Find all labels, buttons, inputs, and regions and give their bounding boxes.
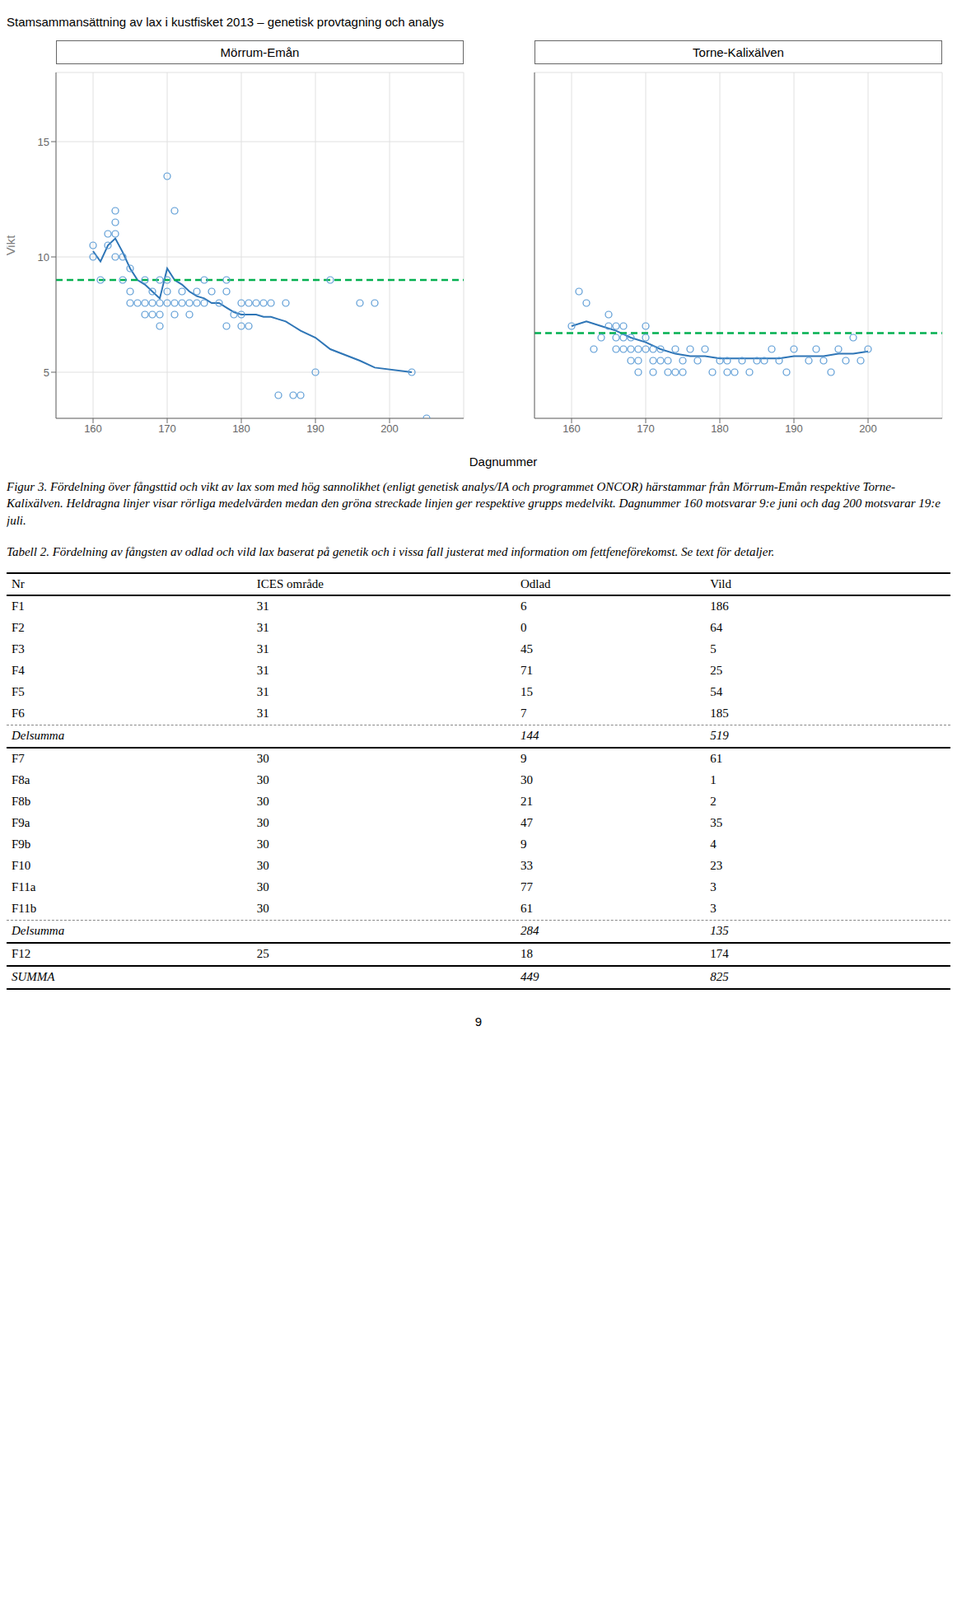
html-text:174: 174 xyxy=(710,946,729,961)
html-text:F2: F2 xyxy=(11,620,25,634)
html-text:6: 6 xyxy=(520,599,527,613)
html-text:F7: F7 xyxy=(11,751,25,765)
html-text:30: 30 xyxy=(256,816,270,830)
html-text:F1: F1 xyxy=(11,599,25,613)
svg-text:10: 10 xyxy=(37,251,50,264)
html-text:3: 3 xyxy=(710,901,717,915)
html-text:31: 31 xyxy=(256,642,270,656)
html-text:Dagnummer: Dagnummer xyxy=(469,454,538,469)
html-text:9: 9 xyxy=(520,837,527,851)
html-text:2: 2 xyxy=(710,794,717,808)
html-text:77: 77 xyxy=(520,880,533,894)
html-text:F9b: F9b xyxy=(11,837,31,851)
html-text:9: 9 xyxy=(520,751,527,765)
html-text:31: 31 xyxy=(256,663,270,677)
svg-text:170: 170 xyxy=(158,422,177,435)
svg-text:200: 200 xyxy=(858,422,878,435)
html-text:15: 15 xyxy=(520,685,533,699)
html-text:30: 30 xyxy=(520,773,533,787)
html-text:F11a: F11a xyxy=(11,880,36,894)
svg-text:190: 190 xyxy=(306,422,325,435)
html-text:71: 71 xyxy=(520,663,533,677)
html-text:Vild: Vild xyxy=(710,577,732,591)
svg-text:180: 180 xyxy=(710,422,729,435)
html-text:30: 30 xyxy=(256,901,270,915)
html-text:135: 135 xyxy=(710,923,729,938)
html-text:825: 825 xyxy=(710,970,729,984)
html-text:61: 61 xyxy=(520,901,533,915)
svg-text:200: 200 xyxy=(380,422,399,435)
html-text:F12: F12 xyxy=(11,946,31,961)
html-text:Torne-Kalixälven: Torne-Kalixälven xyxy=(692,45,784,60)
html-text:30: 30 xyxy=(256,858,270,873)
svg-text:160: 160 xyxy=(562,422,581,435)
html-text:31: 31 xyxy=(256,620,270,634)
html-text:185: 185 xyxy=(710,706,729,720)
svg-text:170: 170 xyxy=(636,422,655,435)
html-text:31: 31 xyxy=(256,706,270,720)
html-text:Nr: Nr xyxy=(11,577,25,591)
html-text:7: 7 xyxy=(520,706,527,720)
svg-text:160: 160 xyxy=(84,422,103,435)
html-text:144: 144 xyxy=(520,728,539,742)
html-text:Mörrum-Emån: Mörrum-Emån xyxy=(220,45,300,60)
html-text:F6: F6 xyxy=(11,706,25,720)
html-text:Odlad: Odlad xyxy=(520,577,551,591)
html-text:284: 284 xyxy=(520,923,539,938)
html-text:Delsumma: Delsumma xyxy=(11,923,65,938)
html-text:F8a: F8a xyxy=(11,773,31,787)
html-text:4: 4 xyxy=(710,837,717,851)
html-text:30: 30 xyxy=(256,837,270,851)
html-text:21: 21 xyxy=(520,794,533,808)
html-text:35: 35 xyxy=(710,816,723,830)
svg-text:5: 5 xyxy=(43,366,50,379)
html-text:61: 61 xyxy=(710,751,723,765)
html-text:F5: F5 xyxy=(11,685,25,699)
html-text:30: 30 xyxy=(256,794,270,808)
html-text:186: 186 xyxy=(710,599,729,613)
svg-text:Vikt: Vikt xyxy=(6,234,18,257)
html-text:0: 0 xyxy=(520,620,527,634)
html-text:Delsumma: Delsumma xyxy=(11,728,65,742)
html-text:F9a: F9a xyxy=(11,816,31,830)
html-text:F10: F10 xyxy=(11,858,31,873)
html-text:F3: F3 xyxy=(11,642,25,656)
html-text:25: 25 xyxy=(256,946,270,961)
html-text:31: 31 xyxy=(256,685,270,699)
html-text:F4: F4 xyxy=(11,663,25,677)
html-text:449: 449 xyxy=(520,970,539,984)
html-text:3: 3 xyxy=(710,880,717,894)
html-text:30: 30 xyxy=(256,751,270,765)
html-text:Tabell 2. Fördelning av fångst: Tabell 2. Fördelning av fångsten av odla… xyxy=(6,545,775,559)
html-text:5: 5 xyxy=(710,642,717,656)
html-text:25: 25 xyxy=(710,663,723,677)
html-text:23: 23 xyxy=(710,858,723,873)
html-text:18: 18 xyxy=(520,946,533,961)
html-text:30: 30 xyxy=(256,880,270,894)
html-text:Stamsammansättning av lax i ku: Stamsammansättning av lax i kustfisket 2… xyxy=(6,14,444,29)
html-text:519: 519 xyxy=(710,728,729,742)
svg-text:190: 190 xyxy=(784,422,803,435)
html-text:Figur 3. Fördelning över fångs: Figur 3. Fördelning över fångsttid och v… xyxy=(6,480,941,527)
html-text:64: 64 xyxy=(710,620,723,634)
html-text:ICES område: ICES område xyxy=(256,577,324,591)
html-text:F11b: F11b xyxy=(11,901,37,915)
html-text:SUMMA: SUMMA xyxy=(11,970,55,984)
html-text:54: 54 xyxy=(710,685,723,699)
html-text:47: 47 xyxy=(520,816,533,830)
html-text:1: 1 xyxy=(710,773,717,787)
html-text:30: 30 xyxy=(256,773,270,787)
html-text:31: 31 xyxy=(256,599,270,613)
html-text:45: 45 xyxy=(520,642,533,656)
html-text:F8b: F8b xyxy=(11,794,31,808)
html-text:9: 9 xyxy=(475,1014,482,1029)
html-text:33: 33 xyxy=(520,858,533,873)
svg-text:180: 180 xyxy=(232,422,251,435)
svg-text:15: 15 xyxy=(37,135,50,149)
